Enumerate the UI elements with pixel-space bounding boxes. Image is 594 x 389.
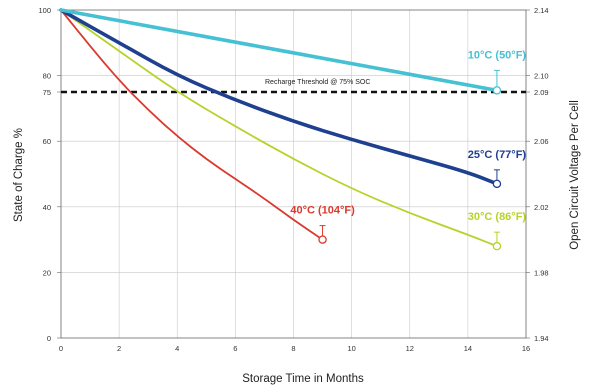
y-tick-label: 0 [47,334,51,343]
y2-tick-label: 2.02 [534,203,549,212]
series-lines [59,8,499,248]
series-label: 10°C (50°F) [468,49,527,61]
series-end-marker [492,86,502,95]
x-tick-label: 4 [175,344,179,353]
y-axis-title: State of Charge % [13,128,25,222]
grid-lines [61,10,526,338]
series-label: 25°C (77°F) [468,149,527,161]
series-end-marker [492,179,502,189]
series-line-3 [60,9,324,241]
y2-tick-label: 2.10 [534,72,549,81]
x-tick-label: 12 [406,344,414,353]
axes [57,9,530,339]
recharge-threshold: Recharge Threshold @ 75% SOC [61,79,526,94]
x-tick-label: 6 [233,344,237,353]
y-tick-label: 80 [43,72,51,81]
x-tick-label: 16 [522,344,530,353]
series-line-1 [59,8,499,186]
x-axis-title: Storage Time in Months [242,373,364,385]
y2-tick-label: 2.09 [534,88,549,97]
y2-axis-title: Open Circuit Voltage Per Cell [569,100,581,250]
tick-labels: 0 2 4 6 8 10 12 14 16 0 20 40 60 75 80 100 1.94 1.98 2.02 2… [38,6,548,353]
series-label: 40°C (104°F) [290,205,355,217]
y2-tick-label: 1.98 [534,268,549,277]
series-label: 30°C (86°F) [468,211,527,223]
x-tick-label: 14 [464,344,472,353]
y-tick-label: 20 [43,268,51,277]
x-tick-label: 0 [59,344,63,353]
threshold-label: Recharge Threshold @ 75% SOC [265,79,370,86]
series-line-0 [59,8,499,93]
x-tick-label: 8 [291,344,295,353]
series-labels: 10°C (50°F) 25°C (77°F) 30°C (86°F) 40°C (1… [290,49,527,251]
series-line-2 [60,9,498,248]
y2-tick-label: 1.94 [534,334,549,343]
y-tick-label: 60 [43,137,51,146]
y-tick-label: 40 [43,203,51,212]
y-tick-label: 75 [43,88,51,97]
x-tick-label: 2 [117,344,121,353]
series-end-marker [318,235,327,244]
series-end-marker [492,241,502,251]
x-tick-label: 10 [347,344,355,353]
y2-tick-label: 2.06 [534,137,549,146]
y-tick-label: 100 [38,6,51,15]
plot-frame [60,9,527,339]
y2-tick-label: 2.14 [534,6,549,15]
